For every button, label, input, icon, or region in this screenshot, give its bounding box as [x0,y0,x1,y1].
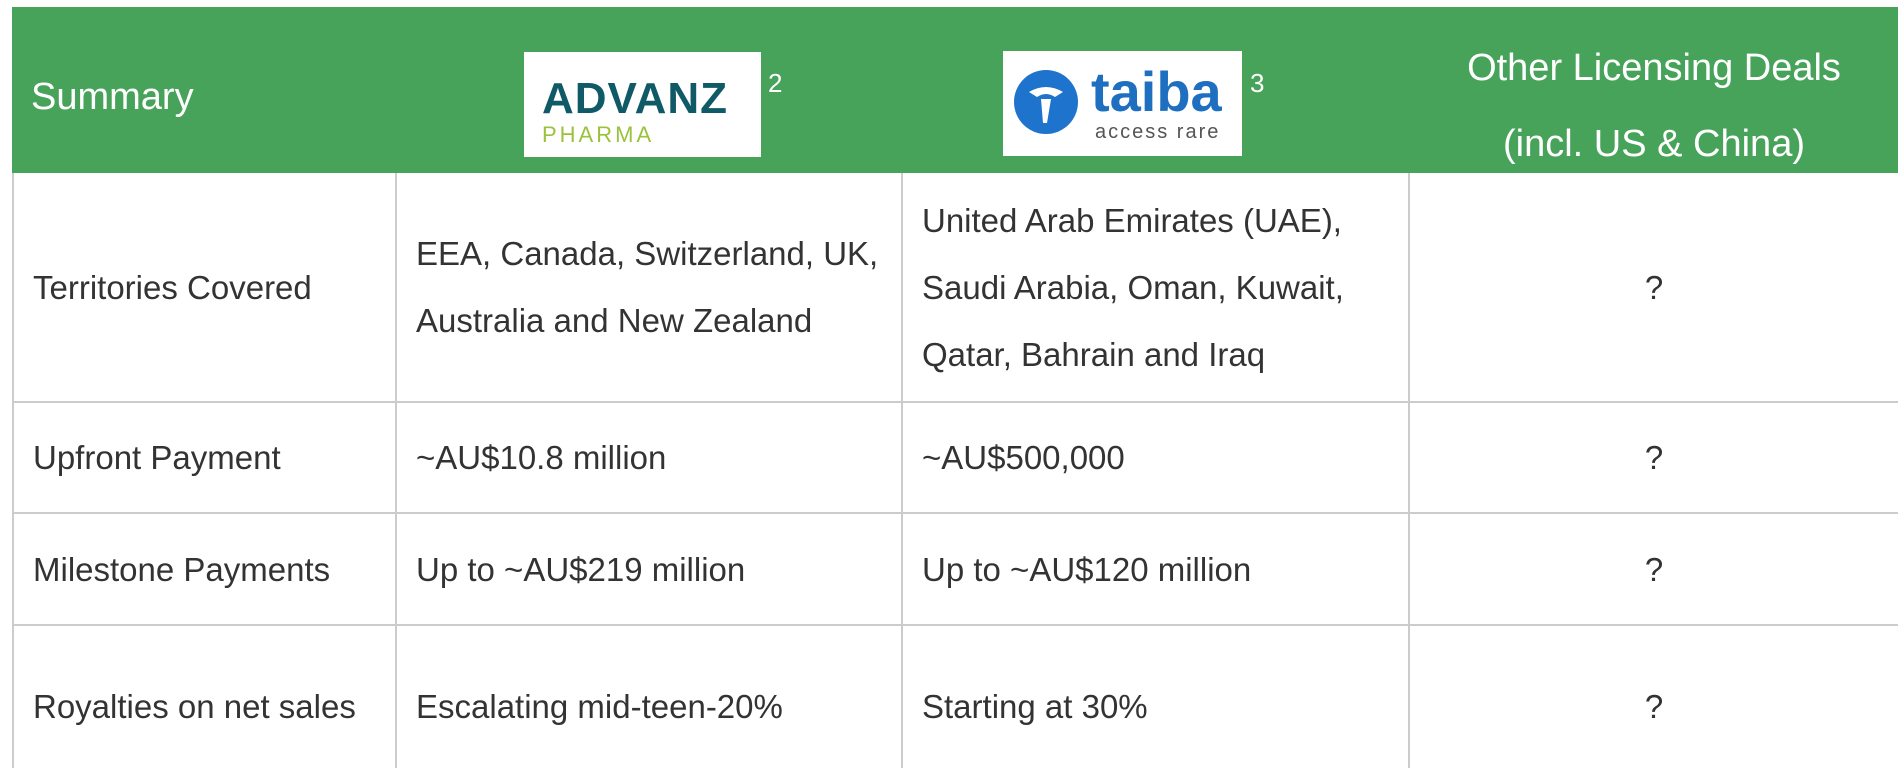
taiba-logo: taiba access rare [1003,51,1242,156]
cell-text: Up to ~AU$219 million [416,550,746,588]
table-cell: Up to ~AU$120 million [903,514,1410,626]
cell-text: ? [1644,687,1664,725]
logo-sub: PHARMA [542,122,655,147]
advanz-logo: ADVANZ PHARMA [524,52,761,157]
table-cell: Milestone Payments [12,514,397,626]
header-summary: Summary [31,76,194,118]
cell-text: Royalties on net sales [33,687,356,725]
table-cell: Territories Covered [12,173,397,403]
cell-text: Escalating mid-teen-20% [416,687,783,725]
cell-text: Upfront Payment [33,439,281,476]
table-cell: ? [1410,626,1898,768]
table-cell: ~AU$500,000 [903,403,1410,514]
table-cell: EEA, Canada, Switzerland, UK, Australia … [397,173,903,403]
footnote: 2 [768,68,783,98]
table-cell: Up to ~AU$219 million [397,514,903,626]
cell-text: ~AU$500,000 [922,439,1125,476]
footnote: 3 [1250,68,1265,98]
table-cell: Escalating mid-teen-20% [397,626,903,768]
logo-sub: access rare [1095,121,1221,143]
cell-text: ~AU$10.8 million [416,439,667,476]
logo-name: taiba [1091,60,1222,123]
table-cell: ? [1410,514,1898,626]
cell-text: Starting at 30% [922,687,1148,725]
header-line: (incl. US & China) [1503,123,1805,165]
table-cell: United Arab Emirates (UAE), Saudi Arabia… [903,173,1410,403]
table-cell: ~AU$10.8 million [397,403,903,514]
table-cell: ? [1410,173,1898,403]
header-other: Other Licensing Deals (incl. US & China) [1410,30,1898,182]
logo-icon [1014,70,1078,134]
cell-text: Territories Covered [33,268,312,306]
header-bar [12,7,1898,173]
table-cell: Starting at 30% [903,626,1410,768]
cell-text: Milestone Payments [33,550,331,588]
cell-text: EEA, Canada, Switzerland, UK, Australia … [416,235,879,339]
cell-text: ? [1644,550,1664,588]
logo-name: ADVANZ [542,74,729,123]
cell-text: ? [1644,268,1664,306]
table-cell: Royalties on net sales [12,626,397,768]
header-line: Other Licensing Deals [1467,47,1841,89]
table-cell: Upfront Payment [12,403,397,514]
cell-text: United Arab Emirates (UAE), Saudi Arabia… [922,201,1344,373]
cell-text: ? [1644,439,1664,476]
table-cell: ? [1410,403,1898,514]
cell-text: Up to ~AU$120 million [922,550,1252,588]
